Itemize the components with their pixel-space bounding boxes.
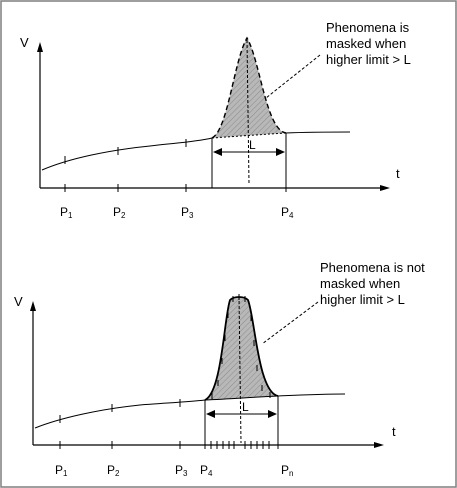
top-width-label: L [249, 138, 256, 152]
top-x-axis-arrow [380, 185, 390, 191]
bottom-x-axis-label: t [392, 424, 396, 439]
bottom-point-label-4: P4 [200, 463, 213, 478]
bottom-point-label-2: P2 [107, 463, 120, 478]
bottom-y-axis-label: V [14, 294, 23, 309]
bottom-annotation-line-3: higher limit > L [320, 292, 405, 307]
top-annotation-line-3: higher limit > L [326, 52, 411, 67]
top-point-label-4: P4 [281, 205, 294, 220]
bottom-point-label-n: Pn [281, 463, 293, 478]
top-curve-ticks [64, 139, 187, 164]
bottom-annotation-line-2: masked when [320, 276, 400, 291]
bottom-peak-center-line [238, 295, 242, 444]
bottom-y-axis-arrow [30, 301, 36, 311]
top-point-label-3: P3 [181, 205, 194, 220]
top-l-arrow-right [276, 148, 285, 156]
bottom-curve-ticks [59, 399, 181, 423]
top-peak-outline [211, 36, 287, 139]
top-peak-base [211, 132, 287, 139]
bottom-x-axis-arrow [374, 442, 384, 448]
top-peak-center-line [246, 39, 250, 185]
bottom-width-label: L [242, 400, 249, 414]
bottom-signal-curve [34, 393, 346, 429]
bottom-annotation-line-1: Phenomena is not [320, 260, 425, 275]
top-point-label-1: P1 [60, 205, 73, 220]
top-y-axis-arrow [37, 42, 43, 52]
bottom-l-arrow-left [206, 410, 215, 418]
top-annotation-line-1: Phenomena is [326, 20, 410, 35]
bottom-peak-area [205, 297, 278, 400]
top-point-label-2: P2 [113, 205, 126, 220]
top-peak-area [212, 38, 286, 138]
top-annotation-leader [265, 54, 321, 99]
bottom-point-label-1: P1 [55, 463, 68, 478]
bottom-l-arrow-right [268, 410, 277, 418]
bottom-annotation-leader [261, 301, 319, 345]
top-y-axis-label: V [20, 35, 29, 50]
bottom-panel: V t [14, 260, 425, 478]
bottom-peak-base [204, 395, 279, 401]
bottom-peak-ticks [211, 294, 271, 399]
top-panel: V t L Phenomena is masked when higher li… [20, 20, 411, 220]
top-x-axis-label: t [396, 166, 400, 181]
bottom-point-label-3: P3 [175, 463, 188, 478]
top-annotation-line-2: masked when [326, 36, 406, 51]
bottom-sample-ticks [204, 441, 279, 449]
top-l-arrow-left [213, 148, 222, 156]
top-signal-curve [41, 131, 351, 171]
